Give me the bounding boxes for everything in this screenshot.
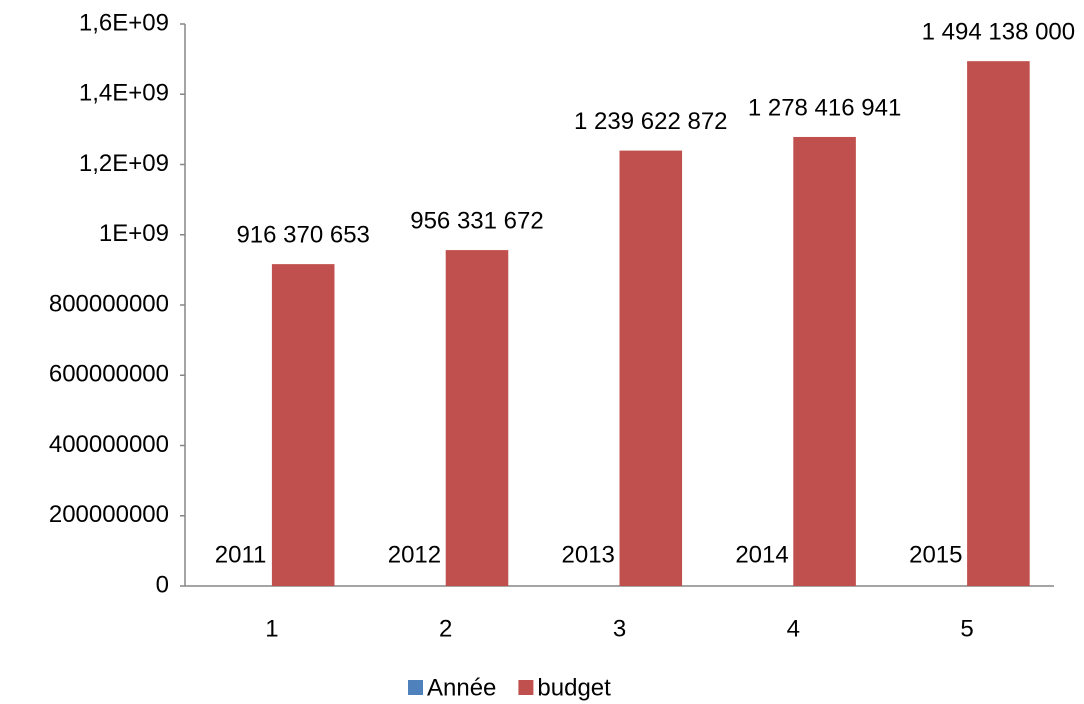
x-tick-label: 3: [613, 615, 626, 642]
legend-swatch: [408, 680, 423, 695]
x-tick-label: 4: [787, 615, 800, 642]
legend-label: budget: [537, 674, 611, 701]
y-tick-label: 0: [156, 571, 169, 598]
data-label: 2013: [562, 541, 615, 568]
data-label: 1 278 416 941: [748, 94, 901, 121]
bar: [445, 250, 509, 586]
x-tick-label: 1: [265, 615, 278, 642]
bar: [619, 150, 683, 587]
legend-label: Année: [427, 674, 496, 701]
bar: [271, 264, 335, 586]
data-label: 1 239 622 872: [574, 108, 727, 135]
y-tick-label: 1E+09: [99, 220, 169, 247]
data-label: 956 331 672: [410, 207, 543, 234]
data-label: 2011: [215, 541, 267, 568]
bar: [793, 136, 856, 586]
y-tick-label: 400000000: [49, 431, 169, 458]
y-tick-label: 800000000: [49, 290, 169, 317]
x-tick-label: 5: [960, 615, 973, 642]
y-tick-label: 1,2E+09: [79, 150, 169, 177]
y-tick-label: 600000000: [49, 361, 169, 388]
bar: [967, 61, 1030, 587]
y-tick-label: 1,4E+09: [79, 80, 169, 107]
legend-swatch: [518, 680, 534, 695]
x-tick-label: 2: [439, 615, 452, 642]
data-label: 2012: [388, 541, 441, 568]
data-label: 1 494 138 000: [922, 19, 1075, 46]
data-label: 2015: [909, 541, 962, 568]
data-label: 916 370 653: [236, 221, 369, 248]
y-tick-label: 200000000: [49, 501, 169, 528]
data-label: 2014: [735, 541, 788, 568]
y-tick-label: 1,6E+09: [79, 9, 169, 36]
